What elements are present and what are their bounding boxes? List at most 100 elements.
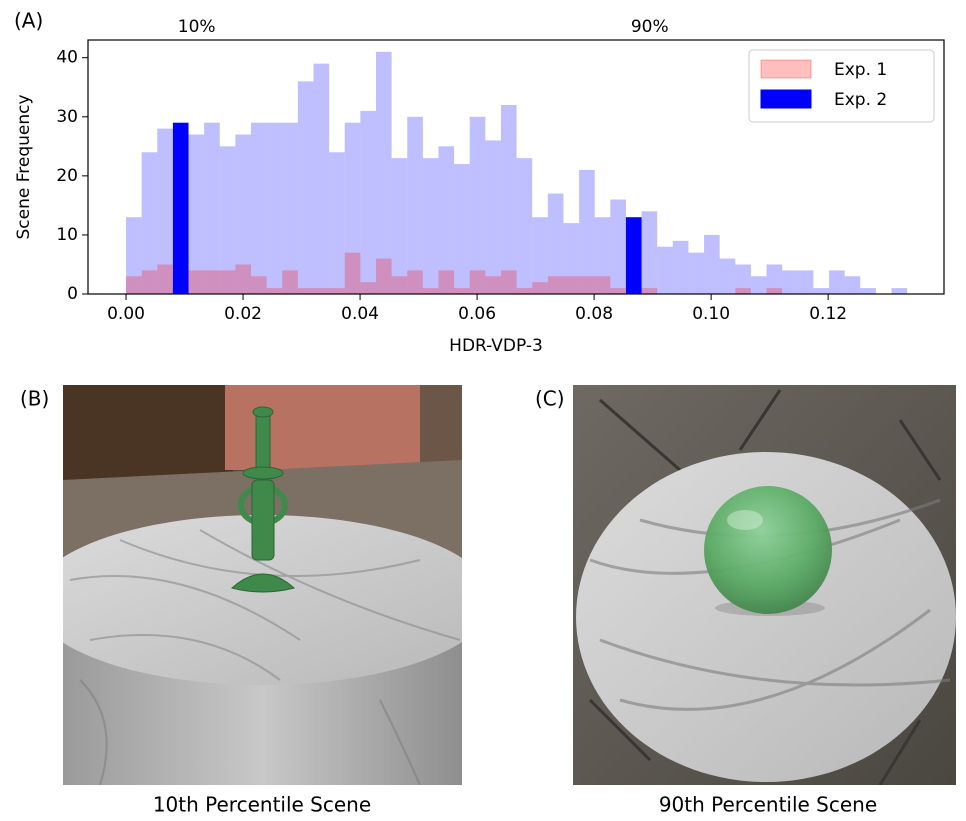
histogram-bar — [516, 158, 533, 294]
legend-label: Exp. 1 — [834, 60, 887, 80]
histogram-bar — [157, 264, 173, 294]
histogram-bar — [485, 276, 501, 294]
histogram-bar — [251, 122, 267, 294]
plot-frame — [87, 39, 945, 295]
histogram-bar — [547, 276, 564, 294]
x-tick-label: 0.12 — [809, 304, 847, 324]
histogram-bar — [360, 110, 376, 294]
histogram-bar — [500, 270, 517, 294]
percentile-label: 90% — [631, 17, 669, 37]
histogram-bar — [235, 134, 252, 294]
y-tick-label: 20 — [56, 166, 78, 186]
histogram-bar — [829, 270, 845, 294]
legend-label: Exp. 2 — [834, 90, 887, 110]
panel-caption: 10th Percentile Scene — [153, 793, 371, 817]
x-tick-label: 0.04 — [341, 304, 379, 324]
histogram-bar — [407, 270, 423, 294]
histogram-bar — [344, 122, 361, 294]
histogram-bar — [813, 288, 830, 294]
histogram-bar — [579, 169, 595, 294]
histogram-bar — [313, 63, 330, 295]
histogram-bar — [266, 122, 283, 294]
histogram-bar — [704, 234, 720, 294]
histogram-bar — [797, 270, 814, 294]
histogram-bar — [735, 288, 751, 294]
histogram-bar — [375, 51, 392, 295]
histogram-bar — [282, 122, 298, 294]
percentile-bar — [172, 122, 189, 294]
histogram-bar — [313, 288, 330, 294]
histogram-bar — [391, 276, 408, 294]
scene-image-b — [63, 385, 462, 785]
scene-image-c — [573, 385, 956, 785]
histogram-bar — [891, 288, 908, 294]
y-axis-label: Scene Frequency — [14, 94, 34, 239]
histogram-bar — [532, 282, 548, 294]
x-tick-label: 0.08 — [575, 304, 613, 324]
histogram-bar — [391, 158, 408, 294]
histogram-bar — [500, 104, 517, 294]
histogram-bar — [563, 276, 580, 294]
histogram-bar — [204, 122, 220, 294]
histogram-bar — [157, 128, 173, 294]
histogram-bar — [750, 276, 767, 294]
histogram-bar — [438, 146, 455, 294]
y-tick-label: 30 — [56, 107, 78, 127]
histogram-bar — [641, 288, 658, 294]
histogram-bar — [469, 270, 486, 294]
y-tick-label: 10 — [56, 225, 78, 245]
histogram-bar — [844, 276, 861, 294]
histogram-bar — [454, 288, 470, 294]
histogram-bar — [204, 270, 220, 294]
histogram-bar — [516, 288, 533, 294]
histogram-bar — [735, 264, 751, 294]
histogram-bar — [422, 158, 439, 294]
histogram-bar — [251, 276, 267, 294]
histogram-bar — [610, 199, 626, 294]
histogram-bar — [219, 270, 236, 294]
histogram-bar — [532, 217, 548, 294]
histogram-bar — [235, 264, 252, 294]
histogram-bar — [860, 288, 876, 294]
panel-label: (C) — [535, 387, 565, 411]
legend-swatch — [760, 59, 812, 79]
histogram-bar — [766, 264, 783, 294]
histogram-bar — [375, 258, 392, 294]
histogram-bar — [610, 288, 626, 294]
percentile-label: 10% — [178, 17, 216, 37]
histogram-bar — [563, 223, 580, 294]
histogram-bar — [594, 276, 611, 294]
histogram-bar — [141, 270, 158, 294]
histogram-bar — [344, 252, 361, 294]
histogram-bar — [297, 81, 314, 294]
x-tick-label: 0.02 — [224, 304, 262, 324]
histogram-bar — [360, 282, 376, 294]
histogram-bar — [219, 146, 236, 294]
histogram-bar — [282, 270, 298, 294]
panel-label: (B) — [20, 387, 49, 411]
histogram-bar — [454, 164, 470, 294]
panel-caption: 90th Percentile Scene — [659, 793, 877, 817]
histogram-bar — [782, 270, 798, 294]
histogram-bar — [641, 211, 658, 294]
y-tick-label: 40 — [56, 48, 78, 68]
legend-swatch — [760, 89, 812, 109]
histogram-bar — [329, 288, 345, 294]
histogram-bar — [407, 116, 423, 294]
histogram-bar — [719, 258, 736, 294]
histogram-bar — [297, 288, 314, 294]
x-axis-label: HDR-VDP-3 — [449, 336, 543, 356]
percentile-bar — [625, 217, 642, 294]
histogram-bar — [141, 152, 158, 294]
x-tick-label: 0.00 — [107, 304, 145, 324]
panel-label: (A) — [14, 9, 43, 33]
histogram-bar — [188, 270, 205, 294]
histogram-bar — [469, 116, 486, 294]
histogram-bar — [579, 276, 595, 294]
histogram-bar — [329, 152, 345, 294]
histogram-bar — [688, 252, 705, 294]
histogram-bar — [485, 140, 501, 294]
histogram-bar — [594, 217, 611, 294]
histogram-bar — [126, 217, 142, 294]
